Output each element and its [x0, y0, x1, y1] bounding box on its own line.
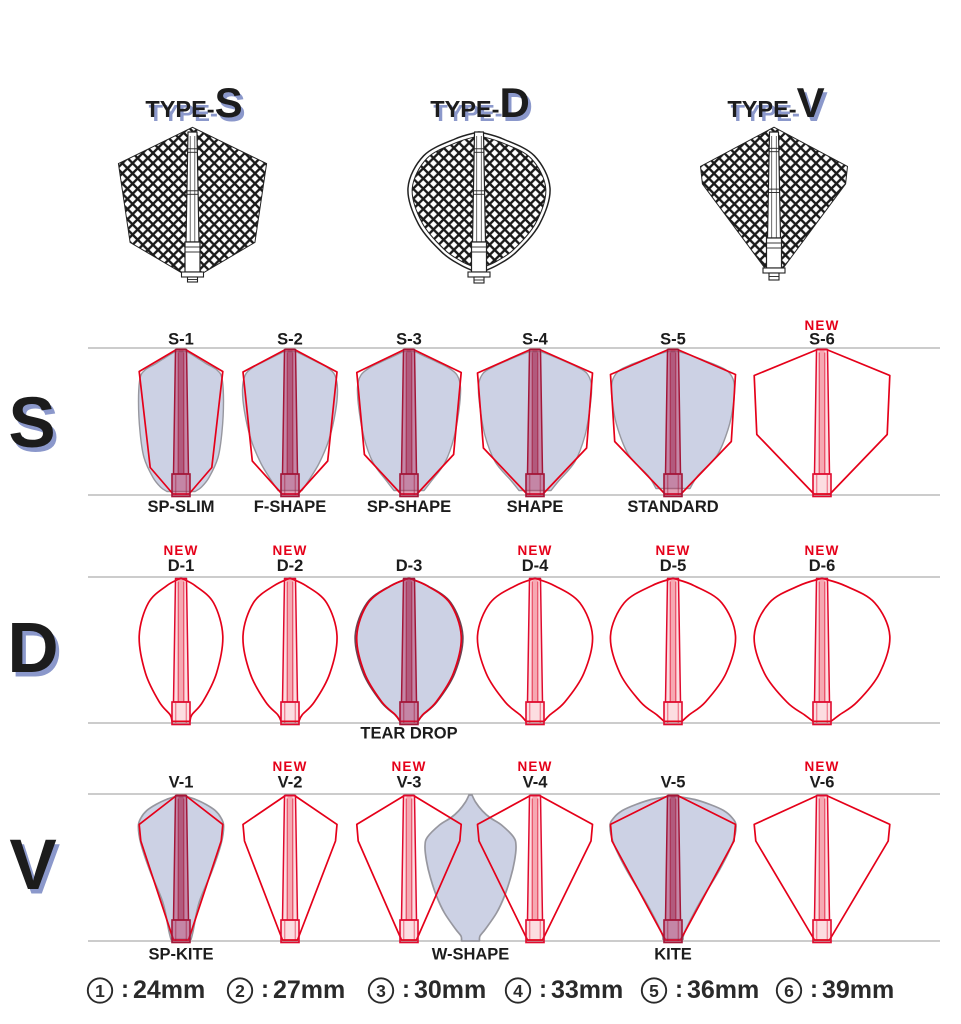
svg-text::: :: [539, 976, 547, 1003]
svg-text::: :: [402, 976, 410, 1003]
svg-text:NEW: NEW: [272, 543, 307, 558]
svg-text:S-6: S-6: [809, 331, 835, 349]
svg-text:TEAR DROP: TEAR DROP: [360, 725, 457, 743]
svg-text:V-2: V-2: [278, 774, 303, 792]
svg-text:30mm: 30mm: [414, 976, 486, 1004]
svg-text:TYPE-D: TYPE-D: [433, 83, 533, 130]
svg-text:S: S: [8, 384, 55, 463]
svg-text:TYPE-V: TYPE-V: [731, 83, 828, 130]
svg-text:TYPE-S: TYPE-S: [145, 79, 242, 126]
svg-text:V: V: [9, 826, 56, 905]
svg-text:SP-SHAPE: SP-SHAPE: [367, 498, 451, 516]
svg-text:NEW: NEW: [517, 759, 552, 774]
svg-text:D-1: D-1: [168, 557, 195, 575]
svg-text:NEW: NEW: [804, 759, 839, 774]
svg-text:NEW: NEW: [804, 318, 839, 333]
svg-text:S-2: S-2: [277, 331, 303, 349]
svg-text:D: D: [7, 609, 58, 688]
svg-text:36mm: 36mm: [687, 976, 759, 1004]
svg-text:D-6: D-6: [809, 557, 836, 575]
svg-text:S: S: [12, 389, 59, 468]
svg-text:39mm: 39mm: [822, 976, 894, 1004]
svg-text:S-5: S-5: [660, 331, 686, 349]
svg-text:V: V: [13, 831, 60, 910]
svg-text:NEW: NEW: [804, 543, 839, 558]
svg-text:4: 4: [513, 981, 523, 1001]
svg-text:SP-SLIM: SP-SLIM: [148, 498, 215, 516]
svg-text:W-SHAPE: W-SHAPE: [432, 946, 510, 964]
svg-text:D-2: D-2: [277, 557, 304, 575]
svg-text:33mm: 33mm: [551, 976, 623, 1004]
svg-text:TYPE-V: TYPE-V: [727, 79, 824, 126]
svg-text:3: 3: [376, 981, 386, 1001]
svg-text::: :: [261, 976, 269, 1003]
svg-text::: :: [121, 976, 129, 1003]
svg-text::: :: [810, 976, 818, 1003]
svg-text:V-1: V-1: [169, 774, 194, 792]
svg-text:D: D: [11, 614, 62, 693]
svg-text:TYPE-S: TYPE-S: [149, 83, 246, 130]
svg-text::: :: [675, 976, 683, 1003]
svg-text:NEW: NEW: [272, 759, 307, 774]
svg-text:1: 1: [95, 981, 105, 1001]
svg-text:24mm: 24mm: [133, 976, 205, 1004]
svg-text:5: 5: [649, 981, 659, 1001]
svg-text:V-3: V-3: [397, 774, 422, 792]
svg-text:TYPE-D: TYPE-D: [430, 79, 530, 126]
svg-text:D-5: D-5: [660, 557, 687, 575]
svg-text:S-3: S-3: [396, 331, 422, 349]
svg-text:F-SHAPE: F-SHAPE: [254, 498, 326, 516]
svg-text:NEW: NEW: [391, 759, 426, 774]
svg-text:V-5: V-5: [661, 774, 686, 792]
svg-text:S-4: S-4: [522, 331, 549, 349]
svg-text:S-1: S-1: [168, 331, 194, 349]
svg-text:SP-KITE: SP-KITE: [148, 946, 213, 964]
svg-text:27mm: 27mm: [273, 976, 345, 1004]
svg-text:NEW: NEW: [517, 543, 552, 558]
svg-text:V-4: V-4: [523, 774, 549, 792]
svg-text:V-6: V-6: [810, 774, 835, 792]
svg-text:D-3: D-3: [396, 557, 423, 575]
svg-text:D-4: D-4: [522, 557, 549, 575]
svg-text:STANDARD: STANDARD: [627, 498, 718, 516]
svg-text:NEW: NEW: [655, 543, 690, 558]
svg-text:2: 2: [235, 981, 245, 1001]
svg-text:SHAPE: SHAPE: [507, 498, 564, 516]
svg-text:NEW: NEW: [163, 543, 198, 558]
svg-text:6: 6: [784, 981, 794, 1001]
svg-text:KITE: KITE: [654, 946, 692, 964]
